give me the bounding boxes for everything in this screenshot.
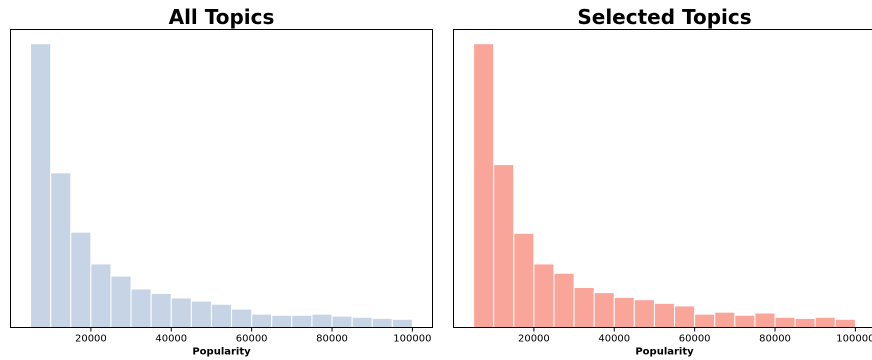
bars: [30, 43, 413, 329]
histogram-bar: [513, 232, 535, 328]
bars: [473, 43, 856, 329]
histogram-bar: [714, 311, 736, 328]
all-topics-histogram: All Topics 20000 40000 60000 80000 100000 Popu…: [10, 5, 433, 358]
chart-title: All Topics: [169, 5, 275, 29]
histogram-bar: [593, 292, 615, 329]
histogram-bar: [210, 303, 233, 329]
histogram-bar: [653, 302, 676, 328]
histogram-bar: [251, 313, 273, 328]
x-tick-label: 100000: [393, 334, 431, 345]
chart-title: Selected Topics: [577, 5, 751, 29]
all-topics-panel: All Topics 20000 40000 60000 80000 100000 Popu…: [10, 5, 433, 358]
histogram-bar: [150, 292, 172, 329]
x-tick-label: 20000: [75, 334, 107, 345]
x-axis-label: Popularity: [635, 347, 694, 358]
histogram-bar: [633, 299, 655, 329]
x-tick-label: 60000: [236, 334, 268, 345]
histogram-bar: [694, 313, 716, 328]
histogram-bar: [311, 313, 333, 328]
histogram-bar: [50, 172, 72, 328]
histogram-bar: [391, 318, 413, 329]
histogram-bar: [70, 231, 92, 328]
histogram-bar: [734, 314, 756, 329]
histogram-bar: [231, 308, 253, 328]
histogram-bar: [90, 263, 112, 328]
histogram-bar: [754, 312, 776, 329]
histogram-bar: [774, 316, 796, 329]
histogram-bar: [533, 263, 555, 328]
histogram-bar: [130, 288, 152, 329]
x-tick-label: 40000: [155, 334, 187, 345]
x-tick-label: 80000: [316, 334, 348, 345]
histogram-bar: [351, 316, 373, 329]
histogram-bar: [794, 317, 816, 328]
histogram-bar: [291, 314, 313, 329]
histogram-bar: [814, 316, 836, 329]
histogram-bar: [190, 300, 212, 328]
histogram-bar: [834, 318, 856, 329]
x-tick-label: 20000: [518, 334, 550, 345]
histogram-bar: [613, 296, 635, 329]
histogram-bar: [110, 275, 132, 328]
x-tick-label: 80000: [759, 334, 791, 345]
histogram-bar: [473, 43, 495, 328]
histogram-bar: [573, 286, 595, 328]
plot-frame: [10, 29, 433, 328]
histogram-bar: [30, 43, 52, 328]
x-tick-label: 40000: [598, 334, 630, 345]
histogram-bar: [674, 305, 696, 329]
histogram-bar: [271, 314, 293, 329]
x-tick-label: 60000: [679, 334, 711, 345]
selected-topics-histogram: Selected Topics 20000 40000 60000 80000 10000…: [453, 5, 872, 358]
histogram-bar: [331, 315, 353, 328]
selected-topics-panel: Selected Topics 20000 40000 60000 80000 10000…: [443, 0, 872, 360]
histogram-bar: [493, 164, 515, 328]
histogram-bar: [371, 317, 393, 328]
plot-frame: [453, 29, 872, 328]
x-tick-label: 100000: [836, 334, 872, 345]
histogram-bar: [170, 297, 192, 328]
x-axis-label: Popularity: [192, 347, 251, 358]
histogram-bar: [553, 272, 575, 329]
